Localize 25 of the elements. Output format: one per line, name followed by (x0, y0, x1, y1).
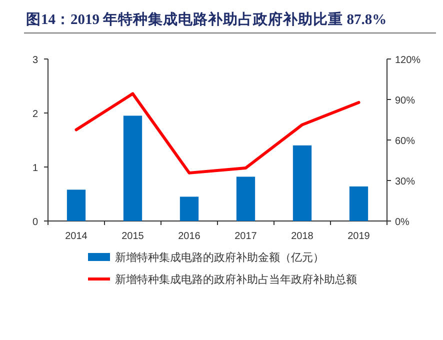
y-tick-label: 1 (32, 163, 38, 174)
x-tick-label: 2019 (348, 231, 370, 242)
bar (292, 145, 312, 221)
x-tick-label: 2014 (65, 231, 88, 242)
y2-tick-label: 90% (395, 96, 416, 106)
y2-tick-label: 60% (395, 136, 416, 147)
legend-label: 新增特种集成电路的政府补助占当年政府补助总额 (115, 273, 357, 286)
y-tick-label: 2 (32, 109, 38, 120)
y-tick-label: 3 (32, 55, 38, 66)
y2-tick-label: 30% (395, 176, 416, 188)
x-tick-label: 2017 (234, 231, 258, 242)
legend-label: 新增特种集成电路的政府补助金额（亿元） (115, 251, 324, 264)
y2-tick-label: 120% (395, 55, 421, 66)
bar (66, 190, 86, 221)
x-tick-label: 2015 (122, 231, 144, 242)
bar (123, 116, 142, 221)
x-tick-label: 2016 (178, 231, 201, 242)
bar (349, 186, 368, 221)
chart-title: 图14：2019 年特种集成电路补助占政府补助比重 87.8% (26, 10, 387, 28)
x-tick-label: 2018 (291, 231, 314, 242)
line-series (74, 92, 360, 174)
y2-tick-label: 0% (395, 217, 410, 228)
y-tick-label: 0 (32, 217, 38, 228)
bar (236, 176, 256, 221)
bar (180, 196, 199, 221)
